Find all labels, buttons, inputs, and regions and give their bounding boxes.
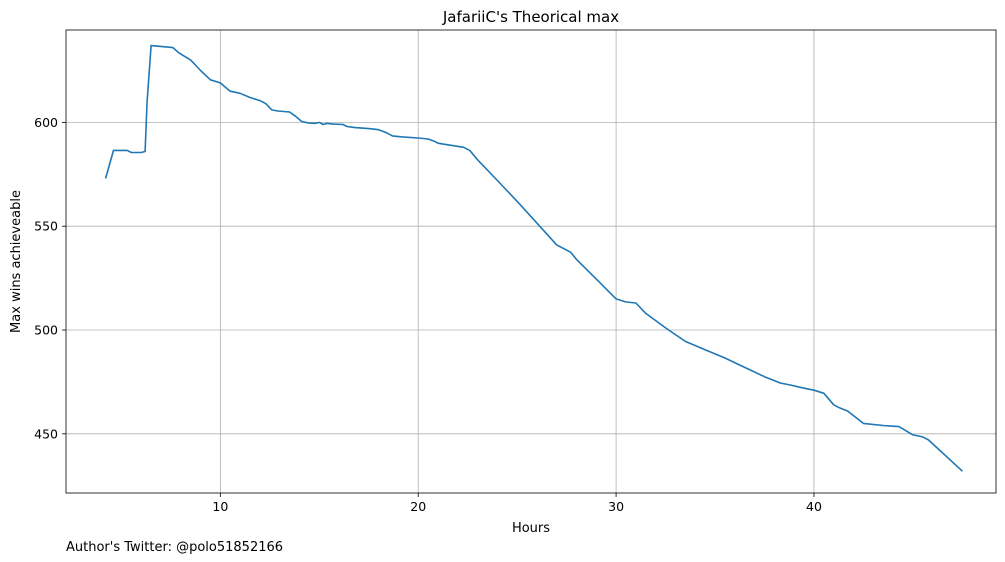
x-tick-label: 10 [212, 499, 228, 514]
y-tick-label: 550 [34, 219, 58, 234]
y-tick-label: 450 [34, 426, 58, 441]
x-axis-label: Hours [512, 521, 550, 536]
x-tick-label: 30 [608, 499, 624, 514]
author-twitter-note: Author's Twitter: @polo51852166 [66, 540, 283, 555]
grid-lines [66, 30, 996, 493]
x-tick-label: 40 [806, 499, 822, 514]
plot-frame [65, 29, 997, 494]
series-line [104, 44, 963, 472]
tick-layer: 10 20 30 40 450 500 550 600 [34, 115, 822, 514]
chart-title: JafariiC's Theorical max [442, 8, 619, 26]
y-axis-label: Max wins achieveable [9, 190, 24, 333]
x-tick-label: 20 [410, 499, 426, 514]
series-layer [104, 44, 963, 472]
y-tick-label: 500 [34, 323, 58, 338]
y-tick-label: 600 [34, 115, 58, 130]
